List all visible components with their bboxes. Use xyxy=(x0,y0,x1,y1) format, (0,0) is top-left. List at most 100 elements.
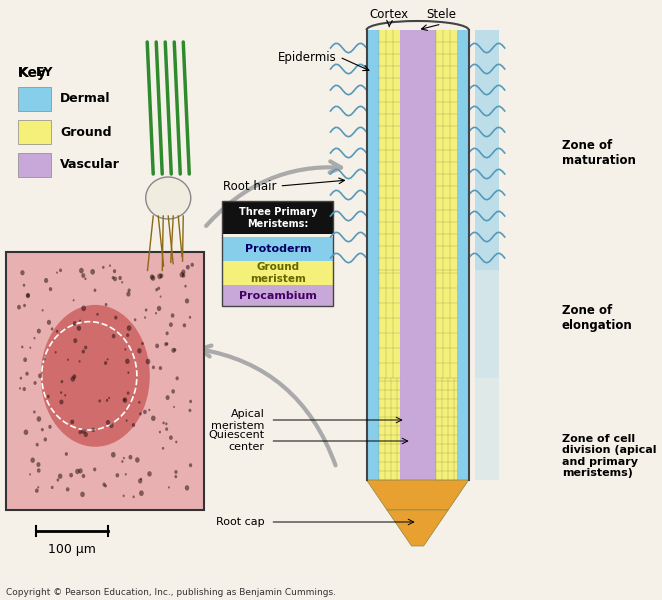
Ellipse shape xyxy=(169,322,173,327)
Ellipse shape xyxy=(174,470,177,474)
FancyBboxPatch shape xyxy=(18,120,51,144)
Ellipse shape xyxy=(112,276,115,280)
Ellipse shape xyxy=(51,328,54,331)
Ellipse shape xyxy=(99,400,101,403)
Bar xyxy=(222,201,334,234)
Ellipse shape xyxy=(116,473,119,478)
Ellipse shape xyxy=(42,309,44,311)
Ellipse shape xyxy=(160,274,164,278)
Ellipse shape xyxy=(137,348,142,353)
Ellipse shape xyxy=(41,428,44,431)
Ellipse shape xyxy=(175,440,177,443)
Ellipse shape xyxy=(47,320,51,325)
Text: Zone of
maturation: Zone of maturation xyxy=(562,139,636,167)
Text: Protoderm: Protoderm xyxy=(245,244,311,254)
Ellipse shape xyxy=(138,478,142,484)
Bar xyxy=(400,30,436,270)
Ellipse shape xyxy=(80,491,85,497)
Ellipse shape xyxy=(26,293,30,298)
Ellipse shape xyxy=(93,467,97,472)
Ellipse shape xyxy=(56,478,59,482)
Ellipse shape xyxy=(185,485,189,491)
Ellipse shape xyxy=(166,427,168,431)
Ellipse shape xyxy=(118,276,122,280)
Ellipse shape xyxy=(109,423,114,428)
Ellipse shape xyxy=(134,318,136,321)
Ellipse shape xyxy=(189,409,191,412)
Ellipse shape xyxy=(66,487,70,491)
Ellipse shape xyxy=(126,333,129,337)
Ellipse shape xyxy=(166,395,169,400)
Ellipse shape xyxy=(75,469,79,474)
Bar xyxy=(475,378,498,480)
Bar xyxy=(379,270,457,378)
Text: Ground
meristem: Ground meristem xyxy=(250,262,306,284)
Text: Key: Key xyxy=(18,66,47,80)
Ellipse shape xyxy=(102,266,105,269)
Ellipse shape xyxy=(122,397,127,403)
Ellipse shape xyxy=(43,357,46,361)
Ellipse shape xyxy=(72,374,76,379)
Ellipse shape xyxy=(35,488,38,493)
Ellipse shape xyxy=(73,321,77,326)
Ellipse shape xyxy=(21,270,24,275)
Bar xyxy=(475,270,498,378)
Ellipse shape xyxy=(121,460,124,463)
Ellipse shape xyxy=(83,432,88,437)
Ellipse shape xyxy=(19,387,21,389)
Ellipse shape xyxy=(159,431,161,433)
Ellipse shape xyxy=(139,412,142,415)
Bar xyxy=(379,378,457,480)
Text: K: K xyxy=(18,66,28,79)
Ellipse shape xyxy=(29,473,31,476)
Ellipse shape xyxy=(171,348,175,353)
Ellipse shape xyxy=(143,410,147,414)
Ellipse shape xyxy=(155,344,159,348)
Ellipse shape xyxy=(73,299,75,301)
Ellipse shape xyxy=(132,496,135,498)
Ellipse shape xyxy=(21,346,23,349)
Ellipse shape xyxy=(107,358,109,361)
Ellipse shape xyxy=(24,430,28,435)
Ellipse shape xyxy=(40,305,150,447)
Ellipse shape xyxy=(71,376,75,382)
Ellipse shape xyxy=(189,463,192,467)
Ellipse shape xyxy=(127,391,130,395)
Text: Three Primary
Meristems:: Three Primary Meristems: xyxy=(238,207,317,229)
Text: Vascular: Vascular xyxy=(60,158,120,172)
FancyArrowPatch shape xyxy=(206,161,341,226)
Bar xyxy=(222,201,334,306)
Ellipse shape xyxy=(81,305,86,311)
Text: Epidermis: Epidermis xyxy=(278,50,336,64)
Ellipse shape xyxy=(148,409,150,411)
Ellipse shape xyxy=(114,316,117,320)
Ellipse shape xyxy=(38,373,42,378)
Ellipse shape xyxy=(81,350,85,353)
Bar xyxy=(400,270,436,378)
Ellipse shape xyxy=(17,305,21,310)
Ellipse shape xyxy=(84,346,87,349)
Ellipse shape xyxy=(34,337,36,340)
Ellipse shape xyxy=(56,330,58,333)
Ellipse shape xyxy=(103,482,106,487)
Ellipse shape xyxy=(36,462,40,467)
Ellipse shape xyxy=(175,376,179,380)
Ellipse shape xyxy=(47,395,50,398)
Ellipse shape xyxy=(157,306,162,311)
Ellipse shape xyxy=(81,273,85,278)
Ellipse shape xyxy=(56,272,58,274)
Ellipse shape xyxy=(122,494,124,497)
Ellipse shape xyxy=(146,177,191,219)
Ellipse shape xyxy=(132,423,135,427)
Ellipse shape xyxy=(109,265,111,267)
Ellipse shape xyxy=(155,312,157,314)
Ellipse shape xyxy=(151,275,156,281)
Ellipse shape xyxy=(96,313,99,316)
Ellipse shape xyxy=(23,358,27,362)
Bar xyxy=(367,270,469,378)
Ellipse shape xyxy=(173,348,176,352)
Bar xyxy=(222,285,334,306)
Ellipse shape xyxy=(90,269,95,275)
Ellipse shape xyxy=(183,323,186,328)
Ellipse shape xyxy=(73,338,77,343)
